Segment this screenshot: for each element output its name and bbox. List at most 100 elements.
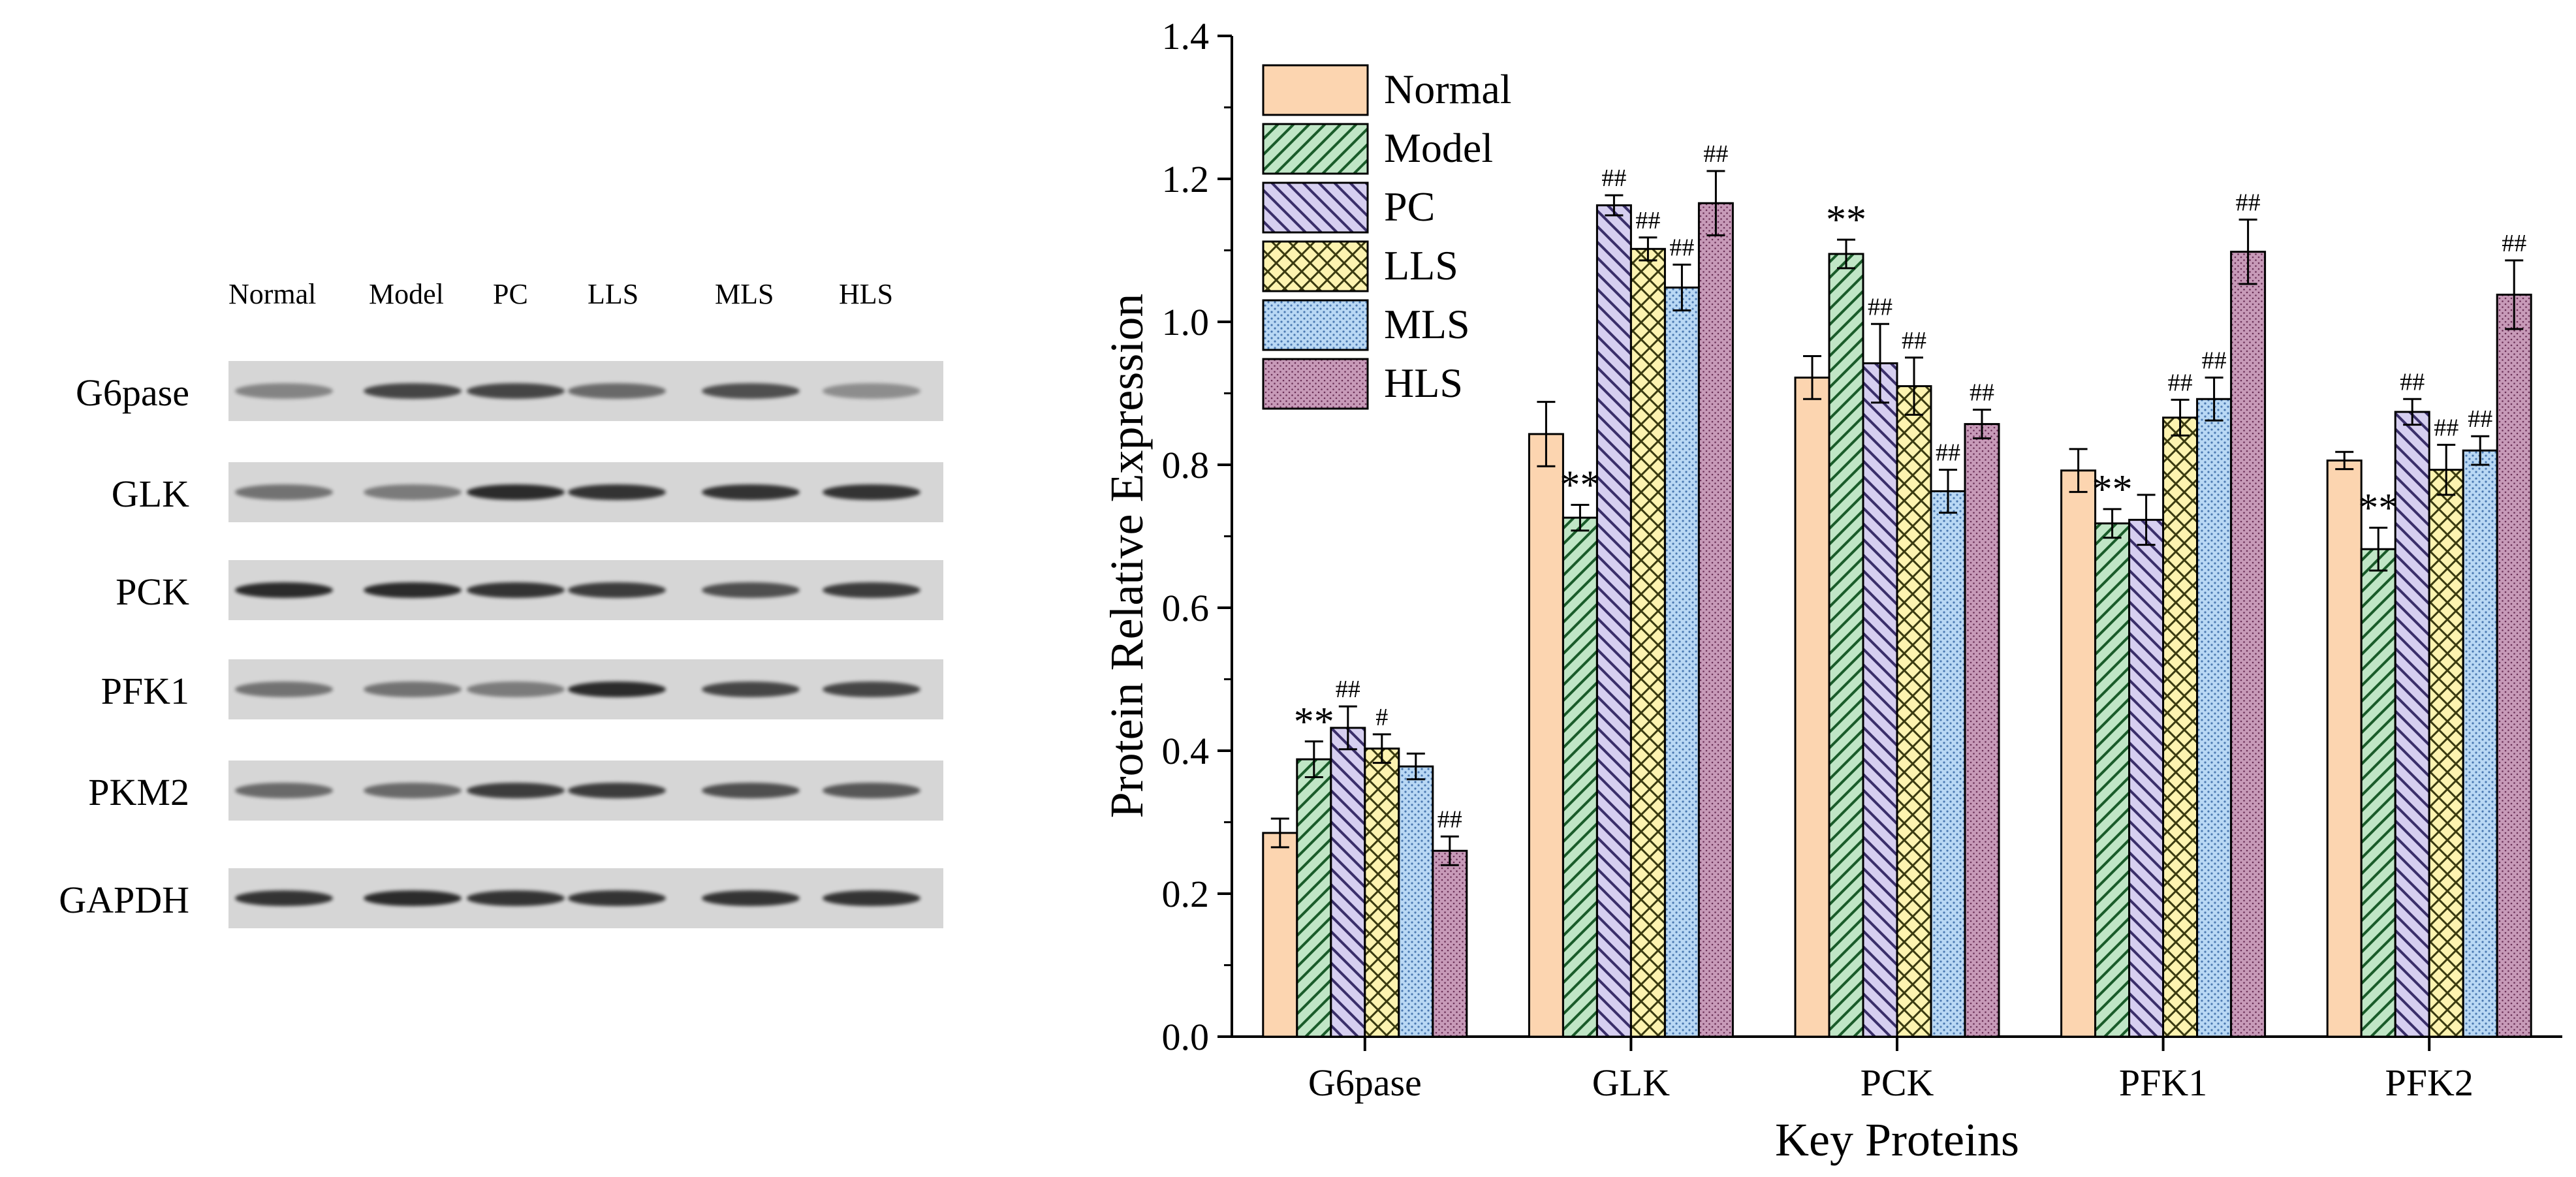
legend-label-hls: HLS <box>1384 360 1463 406</box>
bar-pattern <box>1432 851 1467 1037</box>
significance-mark: ## <box>2468 405 2492 433</box>
blot-strip-g6pase <box>228 361 943 421</box>
bar-pattern <box>1897 386 1931 1037</box>
blot-band <box>364 682 462 697</box>
blot-band <box>568 484 666 500</box>
blot-row-label-pkm2: PKM2 <box>88 771 189 813</box>
significance-mark: ## <box>1868 293 1893 321</box>
blot-band <box>364 383 462 399</box>
blot-band <box>568 682 666 697</box>
legend-swatch-pattern <box>1263 359 1368 409</box>
blot-band <box>364 484 462 500</box>
blot-band <box>235 682 333 697</box>
significance-mark: ## <box>1936 439 1960 467</box>
lane-label-normal: Normal <box>228 278 317 310</box>
significance-mark: ## <box>2236 189 2261 216</box>
blot-band <box>568 582 666 598</box>
significance-mark: ## <box>1437 806 1462 833</box>
bar-normal-glk <box>1529 433 1563 1037</box>
significance-mark: ## <box>1669 234 1694 261</box>
bar-pattern <box>1965 424 1999 1037</box>
significance-mark: ## <box>1635 207 1660 234</box>
y-tick-label: 1.4 <box>1162 15 1210 57</box>
blot-band <box>467 484 565 500</box>
legend-swatch-outline <box>1262 64 1369 116</box>
bar-pattern <box>1863 363 1897 1037</box>
blot-band <box>702 890 800 906</box>
legend-swatch-normal <box>1263 65 1368 115</box>
legend-swatch-pattern <box>1263 300 1368 350</box>
x-tick-label-glk: GLK <box>1592 1061 1670 1104</box>
bar-pattern <box>1597 205 1631 1037</box>
blot-strip-pfk1 <box>228 659 943 719</box>
significance-mark: ** <box>1560 463 1600 507</box>
blot-band <box>568 890 666 906</box>
legend-label-pc: PC <box>1384 183 1435 230</box>
significance-mark: ## <box>1601 165 1626 192</box>
y-axis-title: Protein Relative Expression <box>1101 294 1153 819</box>
blot-band <box>702 383 800 399</box>
blot-band <box>702 783 800 798</box>
bar-pattern <box>2095 523 2129 1037</box>
blot-strip-pck <box>228 560 943 620</box>
blot-band <box>467 783 565 798</box>
bar-pattern <box>1563 518 1597 1037</box>
significance-mark: ## <box>2202 347 2227 374</box>
bar-pattern <box>2129 520 2163 1037</box>
bar-pattern <box>1364 748 1399 1037</box>
legend-swatch-pattern <box>1263 183 1368 232</box>
significance-mark: ** <box>2358 486 2398 530</box>
blot-band <box>467 582 565 598</box>
blot-band <box>467 682 565 697</box>
lane-label-model: Model <box>369 278 444 310</box>
significance-mark: ## <box>2400 368 2425 396</box>
x-axis-title: Key Proteins <box>1775 1114 2019 1166</box>
lane-label-mls: MLS <box>715 278 774 310</box>
bar-normal-pfk1 <box>2061 470 2096 1037</box>
blot-band <box>702 484 800 500</box>
legend-label-normal: Normal <box>1384 66 1512 112</box>
blot-band <box>823 582 920 598</box>
blot-row-label-g6pase: G6pase <box>76 371 189 414</box>
lane-label-pc: PC <box>493 278 528 310</box>
bar-pattern <box>1931 491 1965 1037</box>
bar-normal-g6pase <box>1263 832 1297 1037</box>
significance-mark: ## <box>2502 230 2526 257</box>
y-tick-label: 0.2 <box>1162 873 1210 915</box>
bar-chart: 0.0 0.2 0.4 0.6 0.8 1.0 1.2 1.4 Protein Relative… <box>1101 15 2562 1166</box>
bar-normal-pck <box>1795 377 1829 1037</box>
blot-band <box>467 890 565 906</box>
significance-mark: ## <box>2168 369 2193 396</box>
legend-label-model: Model <box>1384 125 1493 171</box>
y-tick-label: 0.6 <box>1162 587 1210 629</box>
significance-mark: ## <box>2434 414 2458 441</box>
legend-swatch-outline <box>1262 181 1369 234</box>
legend-swatch-outline <box>1262 358 1369 410</box>
blot-strip-gapdh <box>228 868 943 928</box>
bar-pattern <box>1330 727 1365 1037</box>
western-blot-panel: Normal Model PC LLS MLS HLS G6pase GLK PCK PFK1 PK… <box>0 0 979 1177</box>
bar-pattern <box>2429 469 2464 1037</box>
blot-band <box>702 682 800 697</box>
blot-band <box>235 783 333 798</box>
blot-strip-pkm2 <box>228 761 943 821</box>
x-tick-label-g6pase: G6pase <box>1308 1061 1422 1104</box>
bar-pattern <box>2463 450 2498 1037</box>
significance-mark: ## <box>1902 327 1926 354</box>
bar-normal-pfk2 <box>2327 460 2362 1037</box>
y-tick-label: 1.2 <box>1162 158 1210 200</box>
x-tick-label-pck: PCK <box>1861 1061 1934 1104</box>
blot-band <box>235 484 333 500</box>
bar-pattern <box>1631 249 1665 1037</box>
legend-swatch-outline <box>1262 299 1369 351</box>
legend-swatch-pattern <box>1263 242 1368 291</box>
x-tick-label-pfk2: PFK2 <box>2385 1061 2473 1104</box>
legend-swatch-outline <box>1262 123 1369 175</box>
blot-band <box>823 383 920 399</box>
bar-pattern <box>2395 411 2430 1037</box>
significance-mark: ## <box>1970 379 1994 407</box>
blot-row-label-glk: GLK <box>111 473 189 515</box>
blot-band <box>823 890 920 906</box>
blot-band <box>823 783 920 798</box>
bar-pattern <box>2197 399 2231 1037</box>
